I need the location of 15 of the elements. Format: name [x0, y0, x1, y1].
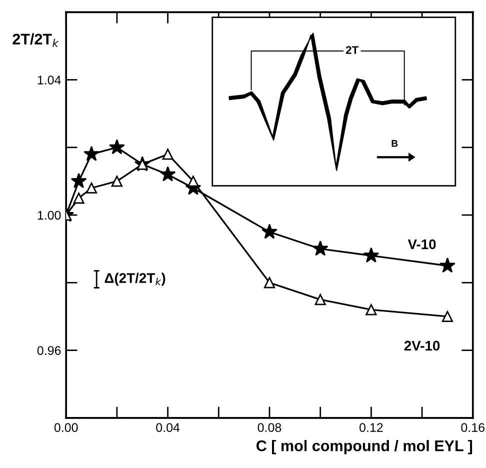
legend-label: 2V-10 [404, 340, 440, 351]
series-label: V-10 [408, 239, 436, 250]
x-tick-label: 0.00 [54, 423, 78, 432]
x-axis-title: C [ mol compound / mol EYL ] [256, 440, 472, 454]
annotation: Δ(2T/2T$_{k}$) [104, 272, 166, 286]
x-tick-label: 0.12 [360, 423, 383, 432]
annotation: B [392, 140, 398, 147]
x-tick-label: 0.04 [156, 423, 180, 432]
y-axis-title: 2T/2T$_{k}$ [12, 33, 59, 47]
y-tick-label: 0.96 [37, 346, 61, 355]
annotation: 2T [346, 46, 358, 54]
x-tick-label: 0.08 [258, 423, 282, 432]
y-tick-label: 1.04 [38, 76, 61, 84]
y-tick-label: 1.00 [38, 210, 61, 220]
x-tick-label: 0.16 [461, 423, 484, 432]
